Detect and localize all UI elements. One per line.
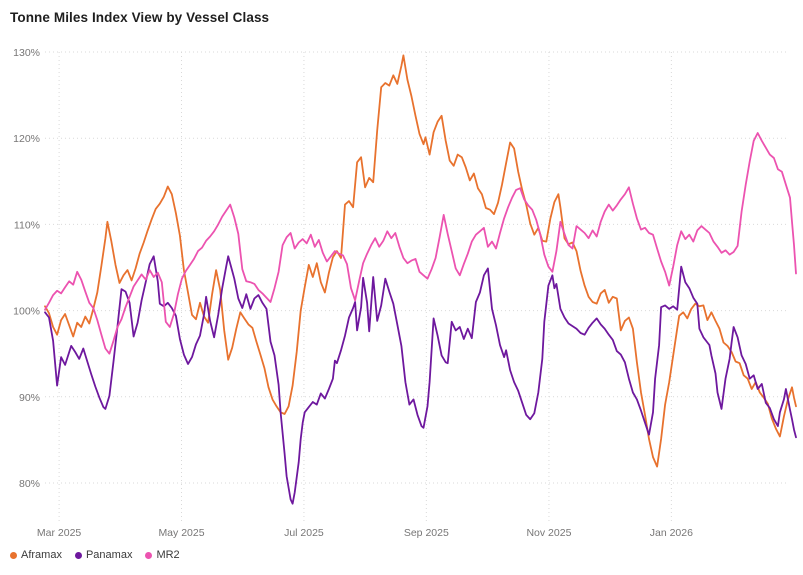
y-axis-tick-label: 90% bbox=[19, 392, 40, 404]
series-line-mr2[interactable] bbox=[44, 132, 797, 355]
legend-item-panamax[interactable]: Panamax bbox=[74, 549, 133, 561]
x-axis-tick-label: Mar 2025 bbox=[37, 527, 82, 539]
y-axis-tick-label: 130% bbox=[13, 47, 40, 59]
legend-label: MR2 bbox=[156, 549, 180, 561]
x-axis-tick-label: May 2025 bbox=[158, 527, 204, 539]
legend-dot-icon bbox=[145, 551, 153, 559]
legend-label: Panamax bbox=[85, 549, 133, 561]
x-axis-tick-label: Jul 2025 bbox=[284, 527, 324, 539]
legend-item-mr2[interactable]: MR2 bbox=[145, 549, 180, 561]
series-line-aframax[interactable] bbox=[44, 54, 797, 468]
legend-label: Aframax bbox=[21, 549, 62, 561]
legend-dot-icon bbox=[10, 551, 17, 559]
y-axis-tick-label: 80% bbox=[19, 478, 40, 490]
x-axis-tick-label: Nov 2025 bbox=[526, 527, 571, 539]
chart-legend: Aframax Panamax MR2 bbox=[10, 549, 180, 561]
y-axis-tick-label: 120% bbox=[13, 133, 40, 145]
legend-item-aframax[interactable]: Aframax bbox=[10, 549, 62, 561]
chart-title: Tonne Miles Index View by Vessel Class bbox=[10, 10, 270, 25]
x-axis-tick-label: Jan 2026 bbox=[650, 527, 693, 539]
x-axis-tick-label: Sep 2025 bbox=[404, 527, 449, 539]
y-axis-tick-label: 110% bbox=[14, 219, 40, 231]
y-axis-tick-label: 100% bbox=[13, 306, 40, 318]
legend-dot-icon bbox=[74, 551, 82, 559]
series-line-panamax[interactable] bbox=[44, 255, 797, 505]
